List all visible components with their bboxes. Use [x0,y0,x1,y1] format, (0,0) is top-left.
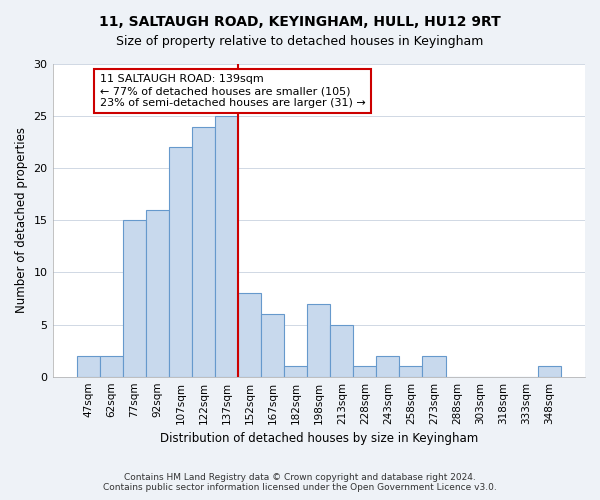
Bar [146,210,169,376]
Bar [238,294,261,376]
Bar [284,366,307,376]
Bar [100,356,123,376]
Y-axis label: Number of detached properties: Number of detached properties [15,128,28,314]
Text: Contains HM Land Registry data © Crown copyright and database right 2024.
Contai: Contains HM Land Registry data © Crown c… [103,473,497,492]
Bar [77,356,100,376]
Bar [422,356,446,376]
Text: Size of property relative to detached houses in Keyingham: Size of property relative to detached ho… [116,35,484,48]
Bar [169,148,192,376]
Text: 11, SALTAUGH ROAD, KEYINGHAM, HULL, HU12 9RT: 11, SALTAUGH ROAD, KEYINGHAM, HULL, HU12… [99,15,501,29]
Bar [538,366,561,376]
Bar [215,116,238,376]
Bar [261,314,284,376]
Bar [123,220,146,376]
Bar [353,366,376,376]
Text: 11 SALTAUGH ROAD: 139sqm
← 77% of detached houses are smaller (105)
23% of semi-: 11 SALTAUGH ROAD: 139sqm ← 77% of detach… [100,74,365,108]
Bar [330,324,353,376]
Bar [400,366,422,376]
Bar [307,304,330,376]
Bar [192,126,215,376]
X-axis label: Distribution of detached houses by size in Keyingham: Distribution of detached houses by size … [160,432,478,445]
Bar [376,356,400,376]
